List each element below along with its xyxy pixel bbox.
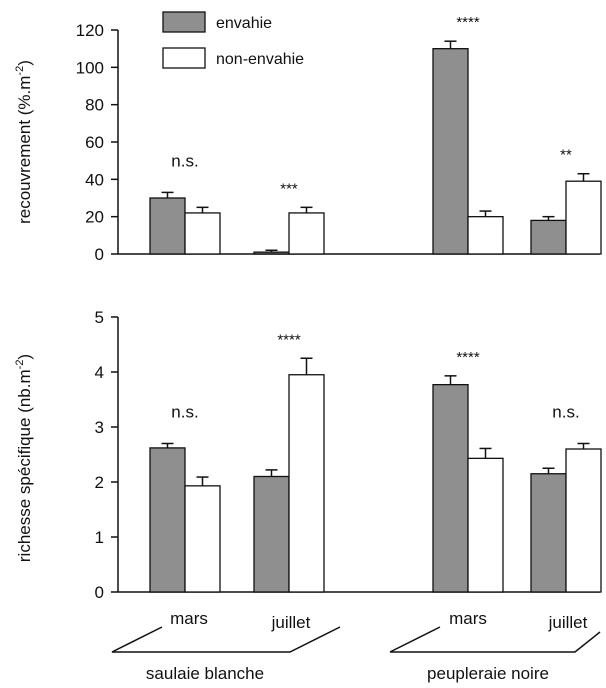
bar-envahie: [149, 197, 186, 255]
y-tick-label: 4: [95, 363, 104, 382]
y-tick-label: 100: [76, 58, 104, 77]
y-tick-label: 0: [95, 583, 104, 602]
x-month-labels: mars juillet mars juillet: [170, 609, 588, 632]
y-tick-label: 1: [95, 528, 104, 547]
y-tick-label: 0: [95, 245, 104, 264]
significance-label: n.s.: [552, 403, 579, 422]
y-tick-label: 60: [85, 133, 104, 152]
bar-envahie: [432, 383, 469, 593]
site-bracket-peupleraie: [389, 626, 601, 653]
y-tick-label: 40: [85, 170, 104, 189]
legend-swatch-envahie: [162, 11, 206, 33]
bar-non-envahie: [288, 212, 325, 255]
y-axis-label: richesse spécifique (nb.m-2): [14, 354, 34, 562]
y-ticks: 0 20 40 60 80 100 120: [76, 21, 118, 264]
bar-envahie: [253, 251, 290, 255]
y-axis-label: recouvrement (%.m-2): [14, 60, 34, 224]
bar-non-envahie: [184, 485, 221, 593]
significance-label: ***: [280, 180, 298, 197]
bar-non-envahie: [288, 374, 325, 593]
panel-richesse: 0 1 2 3 4 5 n.s. **** **** n.s. richesse spécifi…: [14, 308, 602, 602]
significance-label: ****: [456, 14, 480, 31]
bar-envahie: [253, 475, 290, 593]
bar-non-envahie: [467, 457, 504, 593]
x-label-juillet-2: juillet: [548, 613, 588, 632]
x-label-mars-1: mars: [170, 609, 208, 628]
site-bracket-saulaie: [111, 626, 341, 653]
bar-envahie: [530, 219, 567, 255]
bar-envahie: [149, 447, 186, 593]
bar-envahie: [432, 48, 469, 255]
legend-label-non-envahie: non-envahie: [216, 51, 304, 68]
legend: envahie non-envahie: [162, 11, 304, 69]
site-label-peupleraie: peupleraie noire: [427, 664, 549, 683]
significance-label: ****: [456, 349, 480, 366]
y-tick-label: 80: [85, 96, 104, 115]
y-tick-label: 20: [85, 208, 104, 227]
significance-labels: n.s.*********: [171, 14, 572, 197]
y-ticks: 0 1 2 3 4 5: [95, 308, 118, 602]
x-label-mars-2: mars: [449, 609, 487, 628]
significance-label: n.s.: [171, 151, 198, 170]
significance-labels: n.s. **** **** n.s.: [171, 331, 579, 421]
legend-swatch-non-envahie: [162, 47, 206, 69]
significance-label: n.s.: [171, 403, 198, 422]
significance-label: **: [560, 147, 572, 164]
bar-non-envahie: [565, 180, 602, 255]
y-tick-label: 120: [76, 21, 104, 40]
x-label-juillet-1: juillet: [271, 613, 311, 632]
bars: [149, 357, 602, 593]
bar-envahie: [530, 473, 567, 593]
bar-non-envahie: [467, 216, 504, 255]
bar-non-envahie: [184, 212, 221, 255]
bar-non-envahie: [565, 448, 602, 593]
legend-label-envahie: envahie: [216, 15, 272, 32]
y-tick-label: 3: [95, 418, 104, 437]
site-label-saulaie: saulaie blanche: [146, 664, 264, 683]
y-tick-label: 5: [95, 308, 104, 327]
y-tick-label: 2: [95, 473, 104, 492]
bars: [149, 40, 602, 255]
significance-label: ****: [277, 331, 301, 348]
